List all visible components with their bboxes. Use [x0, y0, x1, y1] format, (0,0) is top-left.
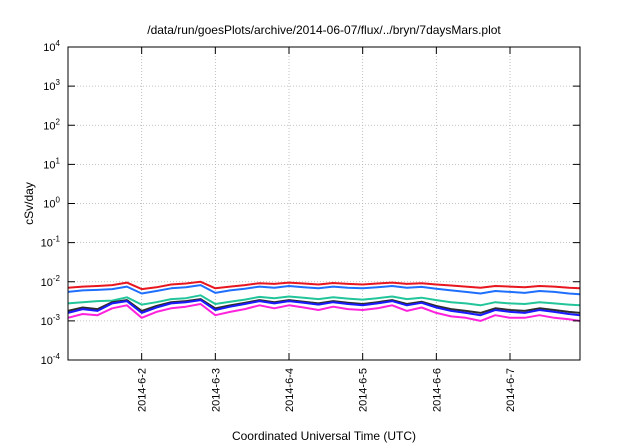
y-tick-label: 10-3	[41, 313, 61, 328]
y-tick-label: 101	[43, 156, 60, 171]
y-axis-label: cSv/day	[22, 182, 36, 225]
y-tick-label: 10-1	[41, 235, 61, 250]
x-tick-label: 2014-6-2	[137, 368, 149, 412]
grid-lines	[68, 47, 580, 360]
x-tick-label: 2014-6-7	[505, 368, 517, 412]
y-tick-label: 10-4	[41, 352, 61, 367]
series-line-4	[67, 298, 581, 314]
y-tick-label: 104	[43, 39, 60, 54]
x-tick-label: 2014-6-6	[431, 368, 443, 412]
x-axis-label: Coordinated Universal Time (UTC)	[232, 429, 416, 443]
y-tick-label: 103	[43, 78, 60, 93]
chart-title: /data/run/goesPlots/archive/2014-06-07/f…	[147, 23, 501, 37]
series-line-1	[67, 280, 581, 291]
series-line-6	[67, 303, 581, 322]
series-line-2	[67, 284, 581, 296]
x-tick-label: 2014-6-3	[210, 368, 222, 412]
series-line-5	[67, 299, 581, 317]
series-line-3	[67, 294, 581, 307]
y-tick-label: 100	[43, 196, 60, 211]
y-tick-label: 102	[43, 117, 60, 132]
series-lines	[67, 280, 581, 322]
x-tick-label: 2014-6-5	[358, 368, 370, 412]
axis-ticks: 10-4 10-3 10-2 10-1 100 101 102 103 104 2014-6-2 2…	[41, 39, 580, 412]
y-tick-label: 10-2	[41, 274, 61, 289]
x-tick-label: 2014-6-4	[284, 368, 296, 412]
